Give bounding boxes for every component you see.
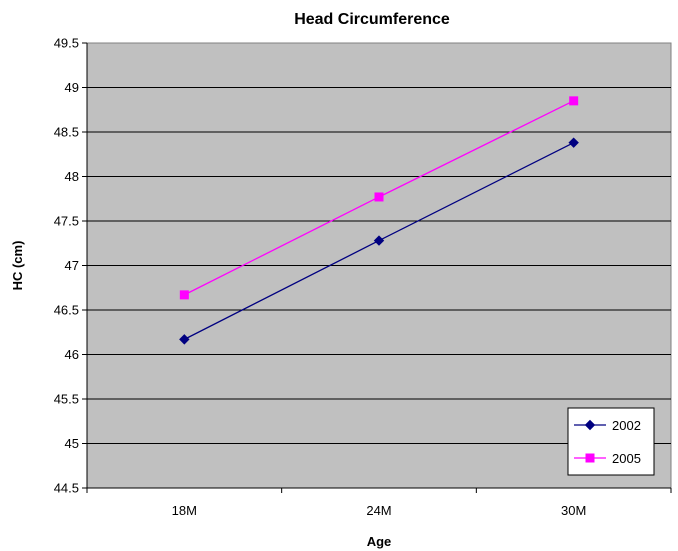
x-tick-label: 18M [172, 503, 197, 518]
legend-label-2002: 2002 [612, 418, 641, 433]
y-axis-title: HC (cm) [10, 241, 25, 291]
y-tick-label: 45.5 [54, 392, 79, 407]
data-point-2005 [179, 290, 189, 300]
legend-label-2005: 2005 [612, 451, 641, 466]
y-tick-label: 46 [65, 347, 79, 362]
data-point-2002 [568, 137, 579, 148]
x-tick-label: 30M [561, 503, 586, 518]
x-axis: 18M 24M 30M [86, 487, 672, 518]
y-tick-label: 49.5 [54, 36, 79, 51]
data-point-2005 [569, 96, 579, 106]
chart-title: Head Circumference [294, 11, 450, 28]
x-axis-title: Age [367, 534, 392, 549]
legend: 2002 2005 [567, 407, 655, 476]
y-tick-label: 49 [65, 80, 79, 95]
data-point-2002 [373, 235, 385, 246]
x-tick-label: 24M [366, 503, 391, 518]
y-tick-label: 48 [65, 169, 79, 184]
y-tick-label: 45 [65, 436, 79, 451]
y-tick-label: 44.5 [54, 481, 79, 496]
data-point-2005 [374, 192, 384, 202]
data-point-2002 [179, 334, 190, 345]
legend-marker-2005 [585, 453, 595, 463]
series-markers [179, 96, 579, 345]
y-tick-label: 46.5 [54, 303, 79, 318]
legend-box [567, 407, 655, 476]
y-tick-label: 48.5 [54, 125, 79, 140]
legend-marker-2002 [584, 419, 596, 431]
y-tick-label: 47 [65, 258, 79, 273]
y-axis: 44.5 45 45.5 46 46.5 47 47.5 48 48.5 49 49.5 [54, 36, 88, 496]
y-tick-label: 47.5 [54, 214, 79, 229]
